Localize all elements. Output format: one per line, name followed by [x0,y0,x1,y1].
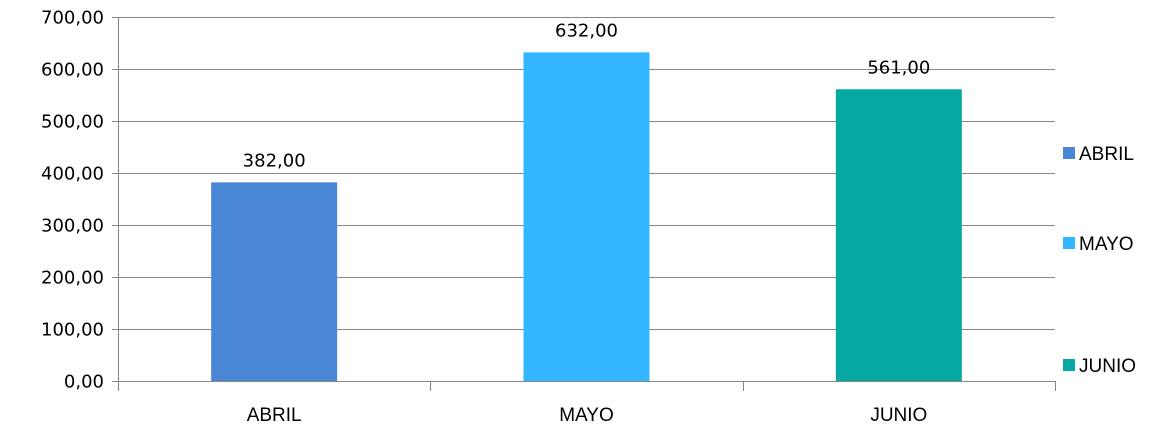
legend-label: JUNIO [1079,356,1136,377]
y-tick-label: 200,00 [41,268,104,289]
bar-junio [835,89,962,381]
data-labels: 382,00 632,00 561,00 [243,20,931,171]
x-tick-label: JUNIO [870,405,927,426]
x-tick-label: ABRIL [247,405,302,426]
y-tick-label: 300,00 [41,216,104,237]
legend: ABRIL MAYO JUNIO [1063,144,1136,377]
bar-abril [211,182,338,381]
y-tick-label: 100,00 [41,320,104,341]
legend-swatch [1063,147,1075,159]
data-label-junio: 561,00 [867,57,930,78]
y-tick-label: 0,00 [64,372,104,393]
x-tick-label: MAYO [559,405,614,426]
y-axis-ticks: 0,00 100,00 200,00 300,00 400,00 500,00 600,00… [41,8,118,393]
legend-swatch [1063,359,1075,371]
y-tick-label: 400,00 [41,164,104,185]
y-tick-label: 700,00 [41,8,104,29]
bar-mayo [523,52,650,382]
y-tick-label: 600,00 [41,60,104,81]
legend-label: MAYO [1079,234,1134,255]
data-label-mayo: 632,00 [555,20,618,41]
legend-swatch [1063,237,1075,249]
data-label-abril: 382,00 [243,150,306,171]
legend-label: ABRIL [1079,144,1134,165]
x-axis: ABRIL MAYO JUNIO [118,17,1056,426]
y-tick-label: 500,00 [41,112,104,133]
bars [211,52,962,382]
